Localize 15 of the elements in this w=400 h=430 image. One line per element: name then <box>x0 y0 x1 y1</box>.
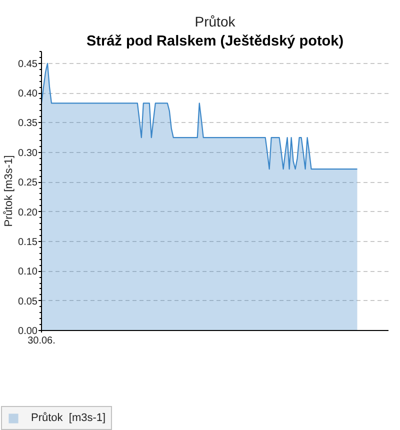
x-tick-label: 30.06. <box>28 336 56 346</box>
y-tick-label: 0.20 <box>18 207 38 218</box>
y-tick-label: 0.15 <box>18 236 38 248</box>
y-tick-label: 0.10 <box>18 266 38 278</box>
y-tick-label: 0.35 <box>18 118 38 130</box>
y-tick-label: 0.40 <box>18 88 38 100</box>
chart-subtitle: Stráž pod Ralskem (Ještědský potok) <box>86 34 344 50</box>
legend-label: Průtok [m3s-1] <box>31 412 106 424</box>
y-axis-title: Průtok [m3s-1] <box>3 155 16 227</box>
y-tick-label: 0.30 <box>18 148 38 159</box>
y-tick-label: 0.00 <box>18 326 38 337</box>
y-tick-label: 0.25 <box>18 178 38 189</box>
chart-title: Průtok <box>194 14 236 30</box>
y-tick-label: 0.45 <box>18 58 38 70</box>
y-tick-label: 0.05 <box>18 296 38 308</box>
